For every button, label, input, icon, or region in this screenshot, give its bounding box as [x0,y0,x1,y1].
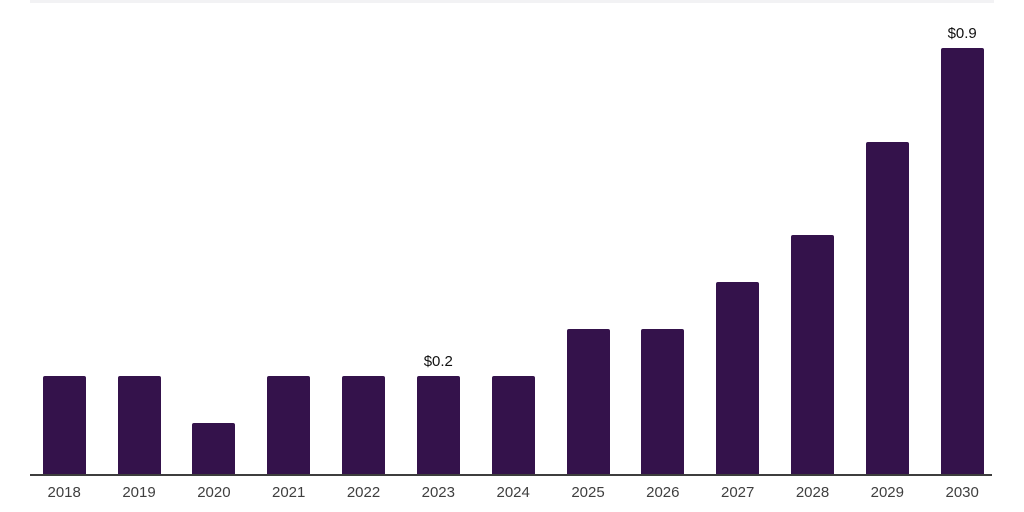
x-tick-2023: 2023 [421,484,455,501]
x-axis-line [30,474,992,476]
bar-2023 [416,376,460,474]
bar-2026 [641,329,685,474]
x-tick-2030: 2030 [945,484,979,501]
bar-2028 [791,235,834,474]
x-tick-2022: 2022 [346,484,381,501]
plot-area: $0.2 $0.9 [42,25,984,474]
x-tick-2028: 2028 [795,484,830,501]
bar-2030 [940,48,984,474]
data-label-2023: $0.2 [423,353,453,370]
bar-2029 [865,142,909,474]
bar-2025 [566,329,610,474]
bar-2027 [716,282,760,474]
bar-2024 [491,376,535,474]
x-tick-2027: 2027 [721,484,755,501]
x-tick-2021: 2021 [272,484,306,501]
bar-2021 [267,376,311,474]
x-tick-2018: 2018 [47,484,81,501]
bar-2018 [42,376,86,474]
x-tick-2025: 2025 [571,484,605,501]
bar-2020 [192,423,236,474]
chart-top-border-line [30,0,994,3]
x-tick-2029: 2029 [870,484,904,501]
bar-2022 [342,376,385,474]
data-label-2030: $0.9 [947,25,977,42]
x-tick-2020: 2020 [197,484,231,501]
x-tick-2024: 2024 [496,484,530,501]
x-tick-2019: 2019 [122,484,156,501]
bar-2019 [117,376,161,474]
x-tick-2026: 2026 [646,484,680,501]
